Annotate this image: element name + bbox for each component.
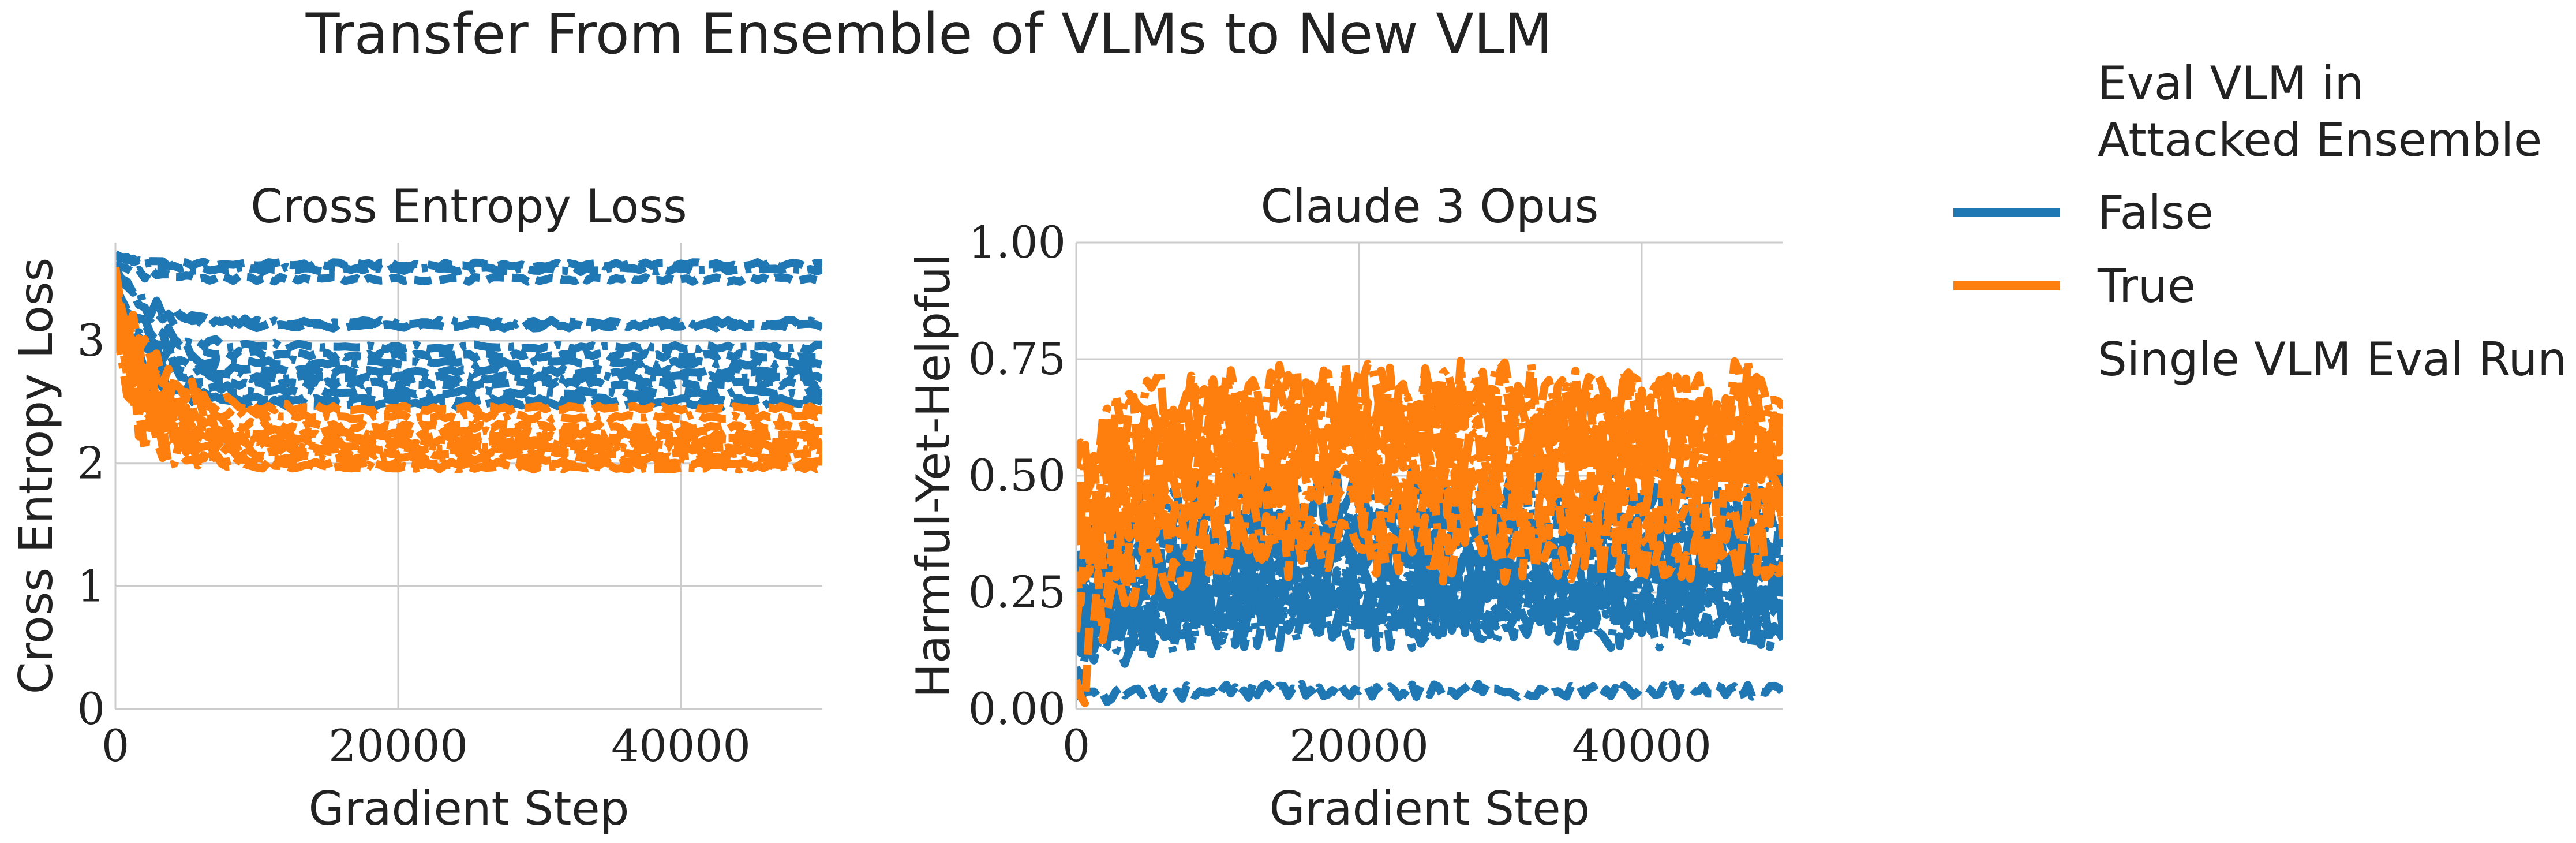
- series-line-false: [115, 259, 822, 286]
- chart-cross-entropy-loss: 0 20000 40000 0 1 2 3 Cross Entropy Loss Gradien…: [9, 180, 822, 835]
- legend-title-line1: Eval VLM in: [2098, 57, 2364, 110]
- chart-title: Claude 3 Opus: [1261, 180, 1599, 233]
- series-line-false: [115, 268, 822, 333]
- series-line-true: [115, 277, 822, 443]
- legend-label-true: True: [2097, 259, 2196, 313]
- legend-label-false: False: [2098, 186, 2214, 240]
- chart-title: Cross Entropy Loss: [250, 180, 687, 233]
- y-tick-label: 0: [77, 683, 105, 734]
- series-line-true: [115, 309, 822, 465]
- series-line-false: [1076, 575, 1783, 660]
- series-line-true: [115, 291, 822, 452]
- x-tick-label: 0: [102, 720, 129, 771]
- series-line-false: [115, 297, 822, 370]
- legend-title-line2: Attacked Ensemble: [2098, 113, 2542, 167]
- series-line-false: [1076, 532, 1783, 644]
- y-tick-label: 0.75: [968, 333, 1066, 385]
- x-tick-label: 20000: [1289, 720, 1429, 771]
- series-line-true: [1076, 505, 1783, 707]
- plot-lines: [115, 250, 822, 474]
- y-axis-label: Harmful-Yet-Helpful: [907, 253, 960, 698]
- x-tick-label: 0: [1062, 720, 1090, 771]
- series-line-true: [115, 279, 822, 434]
- figure-suptitle: Transfer From Ensemble of VLMs to New VL…: [305, 2, 1553, 66]
- series-line-false: [115, 250, 822, 276]
- legend-label-single-run: Single VLM Eval Run: [2098, 333, 2567, 386]
- x-tick-label: 40000: [611, 720, 751, 771]
- y-axis-label: Cross Entropy Loss: [9, 258, 63, 694]
- plot-lines: [1076, 356, 1783, 707]
- series-line-true: [115, 283, 822, 439]
- x-axis-label: Gradient Step: [309, 782, 630, 835]
- y-tick-label: 0.25: [968, 566, 1066, 618]
- series-line-false: [115, 316, 822, 399]
- chart-claude-3-opus: 0 20000 40000 0.00 0.25 0.50 0.75 1.00 Claude 3 …: [907, 180, 1783, 835]
- y-tick-label: 3: [77, 315, 105, 366]
- series-line-false: [115, 307, 822, 390]
- series-line-false: [1076, 680, 1783, 707]
- series-line-false: [115, 303, 822, 385]
- y-tick-label: 1: [77, 560, 105, 611]
- series-line-false: [1076, 555, 1783, 657]
- series-line-true: [115, 266, 822, 415]
- legend: Eval VLM in Attacked Ensemble False True…: [1953, 57, 2567, 386]
- series-line-false: [115, 252, 822, 271]
- series-line-true: [115, 327, 822, 474]
- series-line-false: [115, 288, 822, 362]
- series-line-true: [1076, 356, 1783, 497]
- x-tick-label: 20000: [328, 720, 468, 771]
- y-tick-label: 1.00: [968, 217, 1066, 268]
- series-line-true: [1076, 402, 1783, 547]
- y-tick-label: 0.00: [968, 683, 1066, 734]
- series-line-true: [1076, 365, 1783, 515]
- y-tick-label: 0.50: [968, 450, 1066, 501]
- series-line-false: [115, 301, 822, 378]
- x-axis-label: Gradient Step: [1270, 782, 1590, 835]
- x-tick-label: 40000: [1572, 720, 1712, 771]
- y-tick-label: 2: [77, 438, 105, 489]
- series-line-true: [115, 270, 822, 424]
